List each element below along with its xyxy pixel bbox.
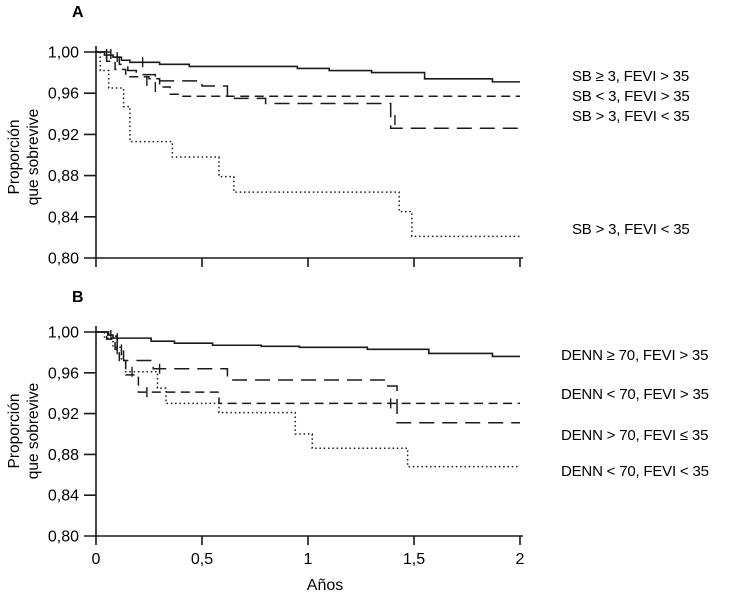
survival-curve-solid <box>96 331 520 358</box>
x-tick-label: 0,5 <box>191 551 213 568</box>
survival-curve-dash-long <box>96 51 520 129</box>
legend-label-a-dotted: SB > 3, FEVI < 35 <box>572 221 690 238</box>
legend-label-b-dotted: DENN < 70, FEVI < 35 <box>561 463 709 480</box>
y-tick-label: 0,96 <box>48 365 79 382</box>
y-tick-label: 0,92 <box>48 406 79 423</box>
censor-mark-dash-long <box>158 363 392 409</box>
censor-mark-dash-long <box>146 75 396 125</box>
y-axis-title-line2: que sobrevive <box>25 108 42 206</box>
legend-label-a-solid: SB ≥ 3, FEVI > 35 <box>572 68 689 85</box>
x-tick-label: 0 <box>92 551 101 568</box>
y-tick-label: 1,00 <box>48 45 79 62</box>
y-axis-title-line2: que sobrevive <box>25 382 42 480</box>
survival-curve-dotted <box>96 331 520 468</box>
y-tick-label: 0,96 <box>48 86 79 103</box>
axis-panel-a <box>84 46 523 267</box>
x-axis-title: Años <box>306 577 344 594</box>
survival-curve-dash-long <box>96 331 520 424</box>
legend-label-a-dash-long: SB > 3, FEVI < 35 <box>572 108 690 125</box>
y-tick-label: 0,88 <box>48 447 79 464</box>
x-tick-label: 2 <box>516 551 525 568</box>
y-tick-label: 0,84 <box>48 209 79 226</box>
y-axis-title-panel-b: Proporción que sobrevive <box>5 346 43 516</box>
y-axis-title-line1: Proporción <box>6 393 23 469</box>
y-tick-label: 0,80 <box>48 251 79 268</box>
legend-label-b-solid: DENN ≥ 70, FEVI > 35 <box>561 347 709 364</box>
legend-label-a-dash-short: SB < 3, FEVI > 35 <box>572 88 690 105</box>
axis-panel-b <box>84 326 523 545</box>
survival-curve-dash-short <box>96 51 520 98</box>
y-tick-label: 1,00 <box>48 325 79 342</box>
legend-label-b-dash-short: DENN < 70, FEVI > 35 <box>561 386 709 403</box>
y-tick-label: 0,80 <box>48 529 79 546</box>
y-tick-label: 0,92 <box>48 127 79 144</box>
y-axis-title-panel-a: Proporción que sobrevive <box>5 72 43 242</box>
survival-curve-solid <box>96 51 520 83</box>
x-tick-label: 1 <box>304 551 313 568</box>
survival-curve-dash-short <box>96 331 520 405</box>
y-tick-label: 0,88 <box>48 168 79 185</box>
y-tick-label: 0,84 <box>48 488 79 505</box>
y-axis-title-line1: Proporción <box>6 119 23 195</box>
x-tick-label: 1,5 <box>403 551 425 568</box>
legend-label-b-dash-long: DENN > 70, FEVI ≤ 35 <box>561 427 709 444</box>
censor-mark-solid <box>105 49 144 68</box>
panel-b-label: B <box>72 289 84 306</box>
panel-a-label: A <box>72 4 84 21</box>
